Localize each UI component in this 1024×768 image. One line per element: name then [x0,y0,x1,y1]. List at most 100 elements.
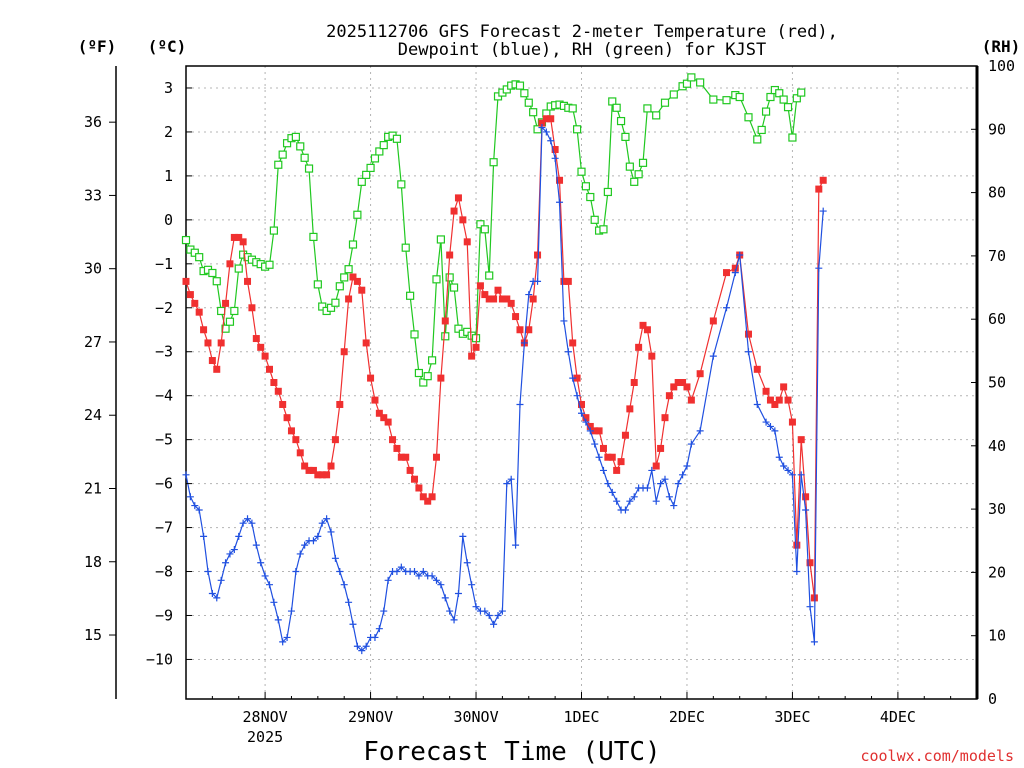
rh-point [687,73,696,82]
temperature-point [819,176,827,184]
date-tick-label: 2DEC [669,708,705,726]
fahrenheit-tick-label: 21 [84,479,102,497]
celsius-tick-label: −4 [155,387,173,405]
dewpoint-point [261,572,269,580]
dewpoint-point [204,568,212,576]
temperature-point [406,466,414,474]
temperature-point [309,466,317,474]
x-axis-label: Forecast Time (UTC) [363,737,660,767]
rh-point [709,95,718,104]
dewpoint-point [542,128,550,136]
dewpoint-point [349,620,357,628]
celsius-unit-label: (ºC) [148,37,187,56]
temperature-point [375,409,383,417]
temperature-point [235,233,243,241]
dewpoint-point [411,568,419,576]
temperature-point [384,418,392,426]
temperature-point [362,339,370,347]
temperature-point [560,277,568,285]
temperature-point [182,277,190,285]
rh-tick-label: 80 [988,184,1006,202]
dewpoint-point [463,559,471,567]
rh-point [331,298,340,307]
rh-point [792,94,801,103]
dewpoint-point [182,471,190,479]
rh-unit-label: (RH) [982,37,1021,56]
dewpoint-point [736,251,744,259]
rh-point [190,248,199,257]
rh-tick-label: 50 [988,374,1006,392]
temperature-point [687,396,695,404]
dewpoint-point [490,620,498,628]
rh-point [454,324,463,333]
dewpoint-point [327,528,335,536]
dewpoint-point [683,462,691,470]
dewpoint-point [643,484,651,492]
temperature-point [424,497,432,505]
rh-point [265,260,274,269]
dewpoint-point [375,625,383,633]
fahrenheit-tick-label: 36 [84,113,102,131]
rh-point [348,240,358,249]
temperature-point [547,115,555,123]
temperature-point [393,444,401,452]
dewpoint-point [441,594,449,602]
rh-point [326,303,336,312]
rh-point [638,158,648,167]
rh-tick-label: 90 [988,120,1006,138]
dewpoint-point [723,304,731,312]
temperature-point [437,374,445,382]
dewpoint-point [331,554,339,562]
rh-point [590,215,599,224]
temperature-point [595,427,603,435]
temperature-point [608,453,616,461]
dewpoint-point [604,480,612,488]
rh-point [234,264,243,273]
rh-point [783,103,793,112]
dewpoint-point [208,590,216,597]
dewpoint-point [358,647,366,655]
dewpoint-point [283,633,291,641]
temperature-point [534,251,542,259]
dewpoint-point [419,568,427,576]
dewpoint-point [657,480,665,488]
dewpoint-point [516,400,524,408]
temperature-point [507,299,515,307]
temperature-point [222,299,230,307]
rh-tick-label: 30 [988,500,1006,518]
temperature-point [494,286,502,294]
temperature-point [753,365,761,373]
rh-point [269,226,278,235]
rh-point [340,273,349,282]
temperature-point [226,260,234,268]
rh-point [309,232,318,242]
dewpoint-point [709,352,717,360]
dewpoint-point [371,633,379,641]
temperature-point [318,471,326,479]
dewpoint-point [503,480,511,488]
dewpoint-point [309,537,317,545]
dewpoint-point [547,137,555,145]
temperature-point [599,444,607,452]
dewpoint-point [353,642,361,650]
temperature-point [208,357,216,365]
rh-point [401,243,410,252]
temperature-point [292,436,300,444]
rh-point [757,125,766,135]
chart-title-line-2: Dewpoint (blue), RH (green) for KJST [398,40,766,60]
dewpoint-point [428,572,436,580]
dewpoint-point [279,638,287,646]
dewpoint-point [762,418,770,426]
temperature-point [230,233,238,241]
fahrenheit-tick-label: 15 [84,626,102,644]
dewpoint-point [222,559,230,567]
temperature-point [679,379,687,386]
dewpoint-point [274,616,282,624]
dewpoint-point [314,532,322,540]
rh-point [423,372,432,381]
temperature-point [367,374,375,382]
temperature-point [586,422,594,430]
temperature-point [244,277,252,285]
